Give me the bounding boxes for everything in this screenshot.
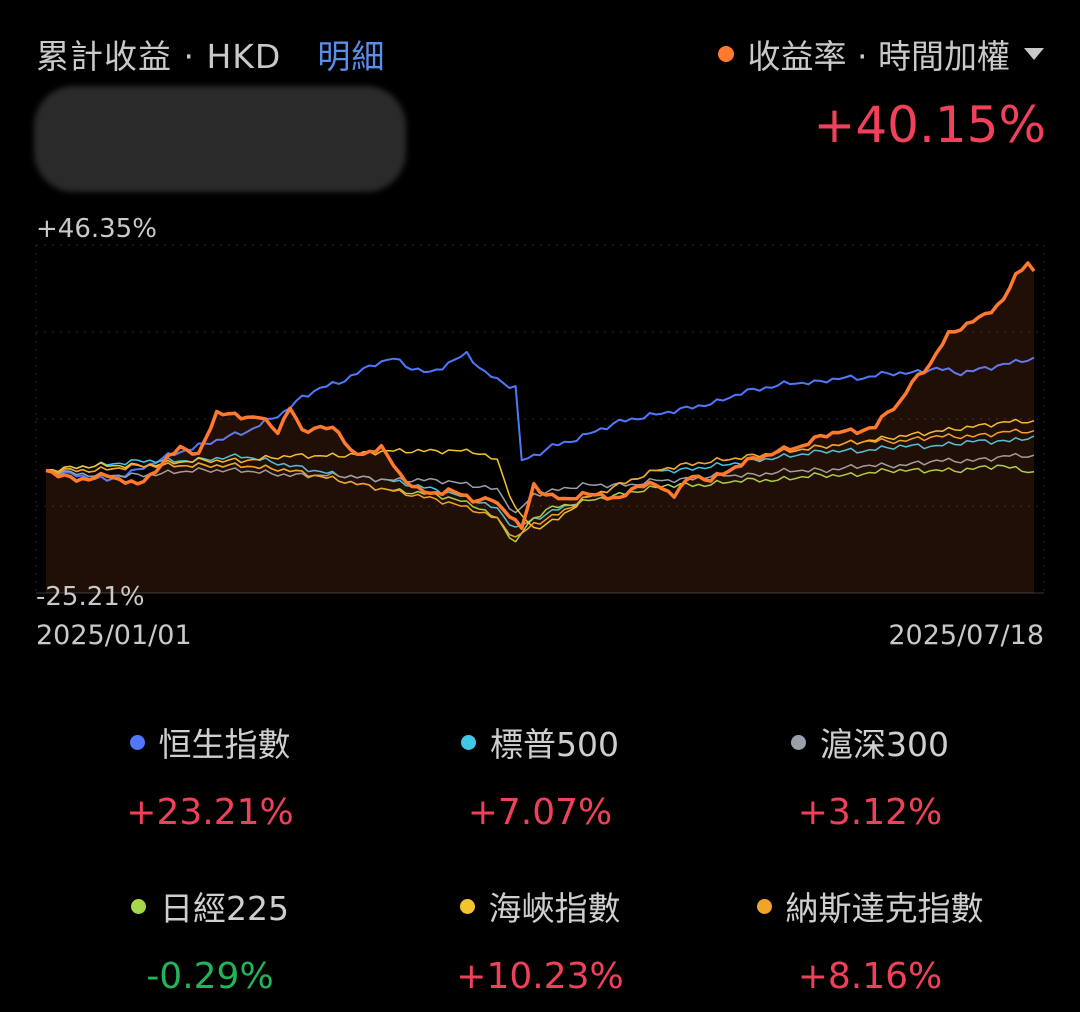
legend-name: 恒生指數: [158, 725, 291, 764]
series-line-5: [45, 418, 1035, 530]
legend-value: +10.23%: [456, 956, 624, 997]
legend-name: 滬深300: [820, 725, 949, 764]
page-title: 累計收益 · HKD: [36, 37, 282, 76]
series-line-3: [45, 452, 1035, 514]
series-line-0: [45, 261, 1036, 530]
legend-value: +23.21%: [126, 792, 294, 833]
legend-item-hsi[interactable]: 恒生指數 +23.21%: [30, 718, 390, 833]
legend-item-sp500[interactable]: 標普500 +7.07%: [360, 718, 720, 833]
detail-link[interactable]: 明細: [317, 37, 386, 76]
x-axis-start-label: 2025/01/01: [36, 620, 192, 651]
legend-name: 日經225: [160, 889, 289, 928]
nasdaq-dot-icon: [756, 898, 772, 914]
series-line-2: [45, 435, 1035, 528]
legend-name: 納斯達克指數: [785, 889, 984, 928]
total-return: +40.15%: [813, 96, 1046, 154]
x-axis-end-label: 2025/07/18: [888, 620, 1044, 651]
legend-value: +7.07%: [467, 792, 613, 833]
legend-name: 海峽指數: [488, 889, 621, 928]
y-axis-max-label: +46.35%: [36, 214, 157, 244]
legend-value: +8.16%: [797, 956, 943, 997]
legend-name: 標普500: [490, 725, 619, 764]
redacted-amount: [34, 86, 406, 192]
legend-value: +3.12%: [797, 792, 943, 833]
legend-item-strait[interactable]: 海峽指數 +10.23%: [360, 882, 720, 997]
header-title-group: 累計收益 · HKD 明細: [36, 30, 385, 78]
dropdown-caret-icon: [1024, 48, 1044, 60]
legend-value: -0.29%: [146, 956, 274, 997]
metric-label: 收益率 · 時間加權: [747, 37, 1010, 76]
series-line-1: [45, 350, 1035, 482]
legend-item-csi300[interactable]: 滬深300 +3.12%: [690, 718, 1050, 833]
csi300-dot-icon: [791, 734, 806, 750]
nikkei-dot-icon: [131, 898, 146, 914]
portfolio-area: [46, 263, 1034, 593]
y-axis-min-label: -25.21%: [36, 582, 145, 612]
legend-item-nasdaq[interactable]: 納斯達克指數 +8.16%: [690, 882, 1050, 997]
hsi-dot-icon: [129, 734, 145, 750]
sp500-dot-icon: [461, 734, 476, 750]
metric-selector[interactable]: 收益率 · 時間加權: [717, 30, 1044, 78]
metric-dot-icon: [717, 46, 734, 62]
strait-dot-icon: [459, 898, 475, 914]
series-line-6: [45, 428, 1035, 538]
legend-item-nikkei[interactable]: 日經225 -0.29%: [30, 882, 390, 997]
